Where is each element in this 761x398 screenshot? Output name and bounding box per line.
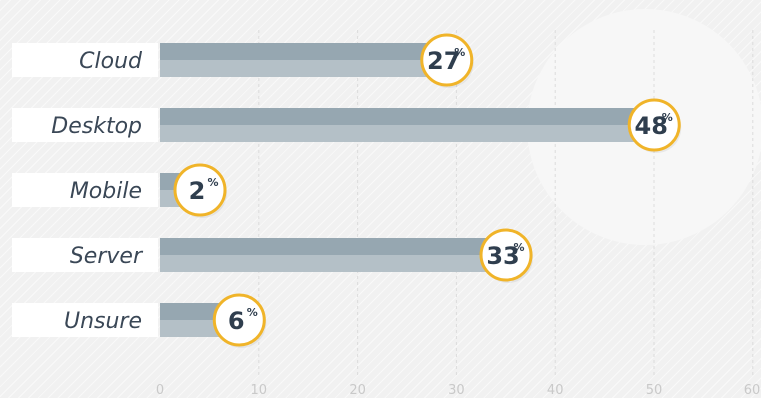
- value-badge: 33%: [479, 228, 534, 283]
- value-badges: 27%48%2 %33%6%: [173, 33, 682, 348]
- bar-bottom: [160, 60, 427, 77]
- bar-top: [160, 108, 635, 125]
- bar-desktop: [160, 108, 635, 142]
- x-tick-label: 40: [547, 383, 564, 398]
- x-axis-ticks: 0 10 20 30 40 50 60: [156, 383, 760, 398]
- category-label-bg: [12, 173, 158, 207]
- badge-circle: [173, 163, 227, 217]
- x-tick-label: 60: [744, 383, 761, 398]
- data-label-unit: %: [207, 176, 218, 189]
- category-label: Server: [70, 244, 144, 269]
- category-label-bg: [12, 108, 158, 142]
- data-label: 48: [635, 112, 668, 140]
- category-labels: Cloud Desktop Mobile Server Unsure: [12, 43, 158, 337]
- data-label: 2: [189, 177, 206, 205]
- category-label-bg: [12, 238, 158, 272]
- bar-unsure: [160, 303, 220, 337]
- data-label-unit: %: [514, 241, 525, 254]
- badge-circle: [420, 33, 474, 87]
- x-tick-label: 50: [646, 383, 663, 398]
- value-badge: 48%: [627, 98, 682, 153]
- value-badge: 2%: [173, 163, 227, 218]
- x-tick-label: 20: [349, 383, 366, 398]
- bar-bottom: [160, 125, 635, 142]
- category-label: Mobile: [70, 179, 142, 204]
- bar-bottom: [160, 255, 487, 272]
- data-label-unit: %: [247, 306, 258, 319]
- category-label: Desktop: [51, 114, 142, 139]
- data-label: 27: [427, 47, 460, 75]
- badge-circle: [627, 98, 681, 152]
- data-label-unit: %: [454, 46, 465, 59]
- bar-top: [160, 43, 427, 60]
- badge-circle: [212, 293, 266, 347]
- x-tick-label: 30: [448, 383, 465, 398]
- value-badge: 6%: [212, 293, 267, 348]
- bar-top: [160, 238, 487, 255]
- bars: [160, 43, 635, 337]
- bar-cloud: [160, 43, 427, 77]
- x-tick-label: 10: [251, 383, 268, 398]
- bar-server: [160, 238, 487, 272]
- category-label-bg: [12, 43, 158, 77]
- category-label: Unsure: [64, 309, 142, 334]
- category-label: Cloud: [79, 49, 143, 74]
- value-badge: 27%: [420, 33, 474, 88]
- category-label-bg: [12, 303, 158, 337]
- bar-top: [160, 303, 220, 320]
- badge-circle: [479, 228, 533, 282]
- data-label: 6: [228, 307, 245, 335]
- data-label-unit: %: [662, 111, 673, 124]
- data-label: 33: [486, 242, 519, 270]
- bar-bottom: [160, 320, 220, 337]
- x-tick-label: 0: [156, 383, 164, 398]
